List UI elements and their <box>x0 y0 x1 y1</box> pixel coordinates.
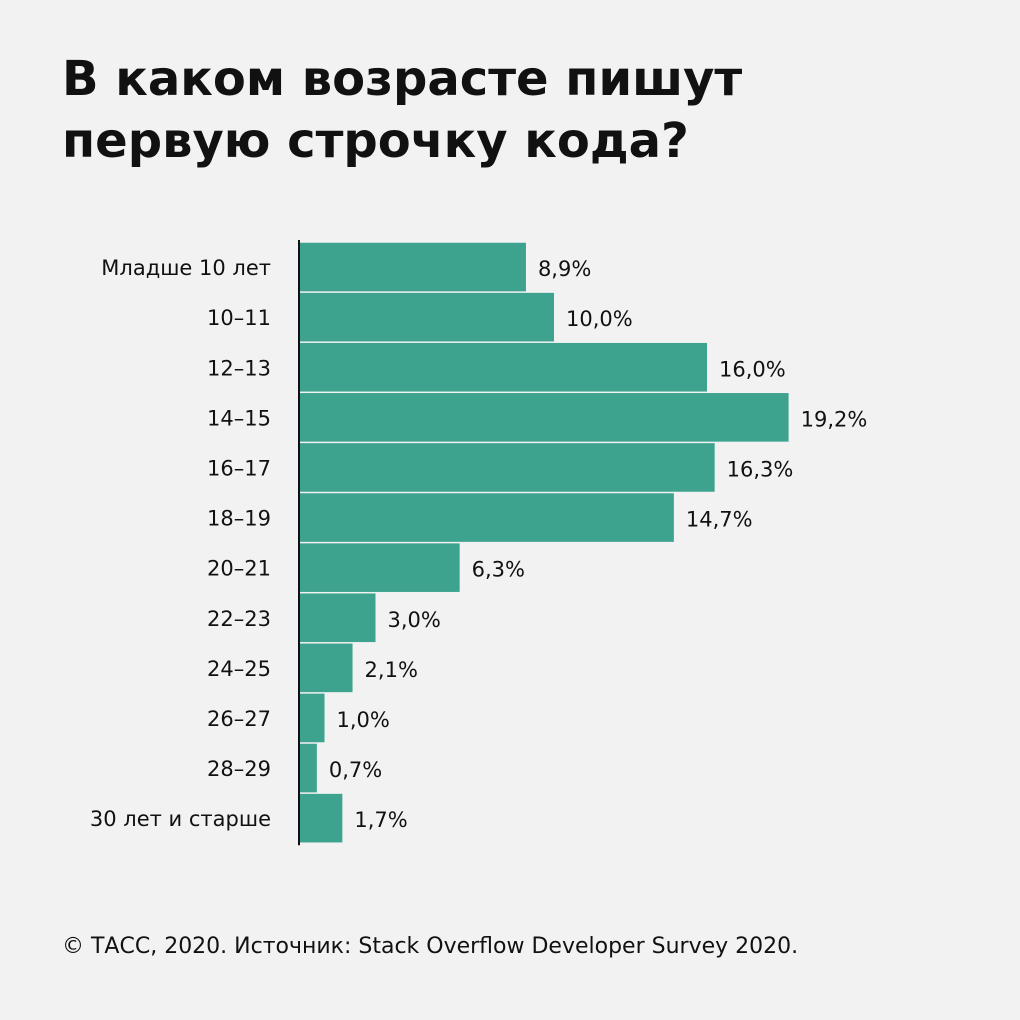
source-footer: © ТАСС, 2020. Источник: Stack Overflow D… <box>62 934 799 959</box>
bar <box>299 493 674 542</box>
category-label: 28–29 <box>207 757 271 781</box>
bar <box>299 593 376 643</box>
data-label: 2,1% <box>365 658 418 682</box>
category-label: 10–11 <box>207 306 271 330</box>
data-label: 19,2% <box>801 407 868 431</box>
bar <box>299 292 554 342</box>
category-label: 24–25 <box>207 657 271 681</box>
data-label: 8,9% <box>538 257 591 281</box>
data-label: 16,0% <box>719 357 786 381</box>
chart-title: В каком возрасте пишут первую строчку ко… <box>62 48 962 172</box>
data-label: 10,0% <box>566 307 633 331</box>
data-label: 0,7% <box>329 758 382 782</box>
data-label: 14,7% <box>686 508 753 532</box>
data-label: 3,0% <box>388 608 441 632</box>
data-label: 1,0% <box>337 708 390 732</box>
bar <box>299 643 353 693</box>
data-label: 1,7% <box>354 808 407 832</box>
bar <box>299 543 460 592</box>
data-label: 16,3% <box>727 457 794 481</box>
category-label: 20–21 <box>207 557 271 581</box>
bar <box>299 443 715 492</box>
bar <box>299 342 707 392</box>
category-label: 16–17 <box>207 456 271 480</box>
bar <box>299 242 526 292</box>
bar <box>299 743 317 793</box>
bar <box>299 693 325 743</box>
category-label: 12–13 <box>207 356 271 380</box>
category-label: Младше 10 лет <box>101 256 271 280</box>
chart-title-line-1: В каком возрасте пишут <box>62 51 743 107</box>
data-label: 6,3% <box>472 558 525 582</box>
category-label: 14–15 <box>207 406 271 430</box>
chart-title-line-2: первую строчку кода? <box>62 113 689 169</box>
bar <box>299 793 343 843</box>
bar <box>299 393 789 442</box>
category-label: 30 лет и старше <box>90 807 271 831</box>
category-label: 26–27 <box>207 707 271 731</box>
category-label: 22–23 <box>207 607 271 631</box>
category-label: 18–19 <box>207 507 271 531</box>
